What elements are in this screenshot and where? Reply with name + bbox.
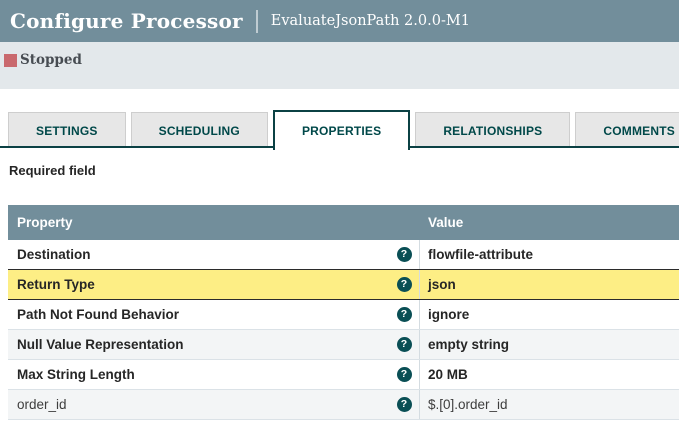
question-circle-icon[interactable]: ? [396, 337, 412, 352]
property-name: Path Not Found Behavior [17, 307, 179, 322]
status-label: Stopped [20, 52, 82, 68]
tab-properties[interactable]: PROPERTIES [272, 110, 411, 150]
title-divider [255, 9, 258, 33]
tab-relationships[interactable]: RELATIONSHIPS [415, 112, 571, 148]
property-value[interactable]: $.[0].order_id [419, 390, 679, 419]
question-circle-icon[interactable]: ? [396, 367, 412, 382]
tab-comments[interactable]: COMMENTS [575, 112, 679, 148]
property-value[interactable]: 20 MB [419, 360, 679, 389]
help-cell: ? [389, 390, 419, 419]
question-circle-icon[interactable]: ? [396, 307, 412, 322]
column-header-property: Property [17, 215, 73, 230]
tab-settings[interactable]: SETTINGS [8, 112, 126, 148]
help-cell: ? [389, 330, 419, 359]
dialog-title: Configure Processor [10, 9, 243, 33]
property-row-destination: Destination ? flowfile-attribute [8, 240, 679, 270]
question-circle-icon[interactable]: ? [396, 247, 412, 262]
property-row-max-string-length: Max String Length ? 20 MB [8, 360, 679, 390]
property-name: Return Type [17, 277, 95, 292]
stopped-square-icon [4, 53, 17, 67]
property-value[interactable]: json [419, 270, 679, 299]
property-value[interactable]: flowfile-attribute [419, 240, 679, 269]
properties-table: Property Value Destination ? flowfile-at… [8, 205, 679, 420]
property-value[interactable]: empty string [419, 330, 679, 359]
question-circle-icon[interactable]: ? [396, 397, 412, 412]
required-field-note: Required field [9, 163, 96, 178]
property-name: Max String Length [17, 367, 135, 382]
processor-name-version: EvaluateJsonPath 2.0.0-M1 [270, 13, 470, 29]
question-circle-icon[interactable]: ? [396, 277, 412, 292]
tab-scheduling[interactable]: SCHEDULING [130, 112, 268, 148]
table-header-row: Property Value [8, 205, 679, 240]
status-row: Stopped [4, 52, 679, 68]
property-name: Destination [17, 247, 91, 262]
column-header-value: Value [428, 215, 464, 230]
tab-bar: SETTINGS SCHEDULING PROPERTIES RELATIONS… [0, 110, 679, 150]
property-row-return-type: Return Type ? json [8, 269, 679, 300]
dialog-titlebar: Configure Processor EvaluateJsonPath 2.0… [0, 0, 679, 42]
property-row-path-not-found-behavior: Path Not Found Behavior ? ignore [8, 300, 679, 330]
help-cell: ? [389, 300, 419, 329]
property-name: order_id [17, 397, 67, 412]
help-cell: ? [389, 270, 419, 299]
property-name: Null Value Representation [17, 337, 184, 352]
property-row-order-id: order_id ? $.[0].order_id [8, 390, 679, 420]
property-value[interactable]: ignore [419, 300, 679, 329]
help-cell: ? [389, 360, 419, 389]
status-bar: Stopped [0, 42, 679, 89]
property-row-null-value-representation: Null Value Representation ? empty string [8, 330, 679, 360]
help-cell: ? [389, 240, 419, 269]
